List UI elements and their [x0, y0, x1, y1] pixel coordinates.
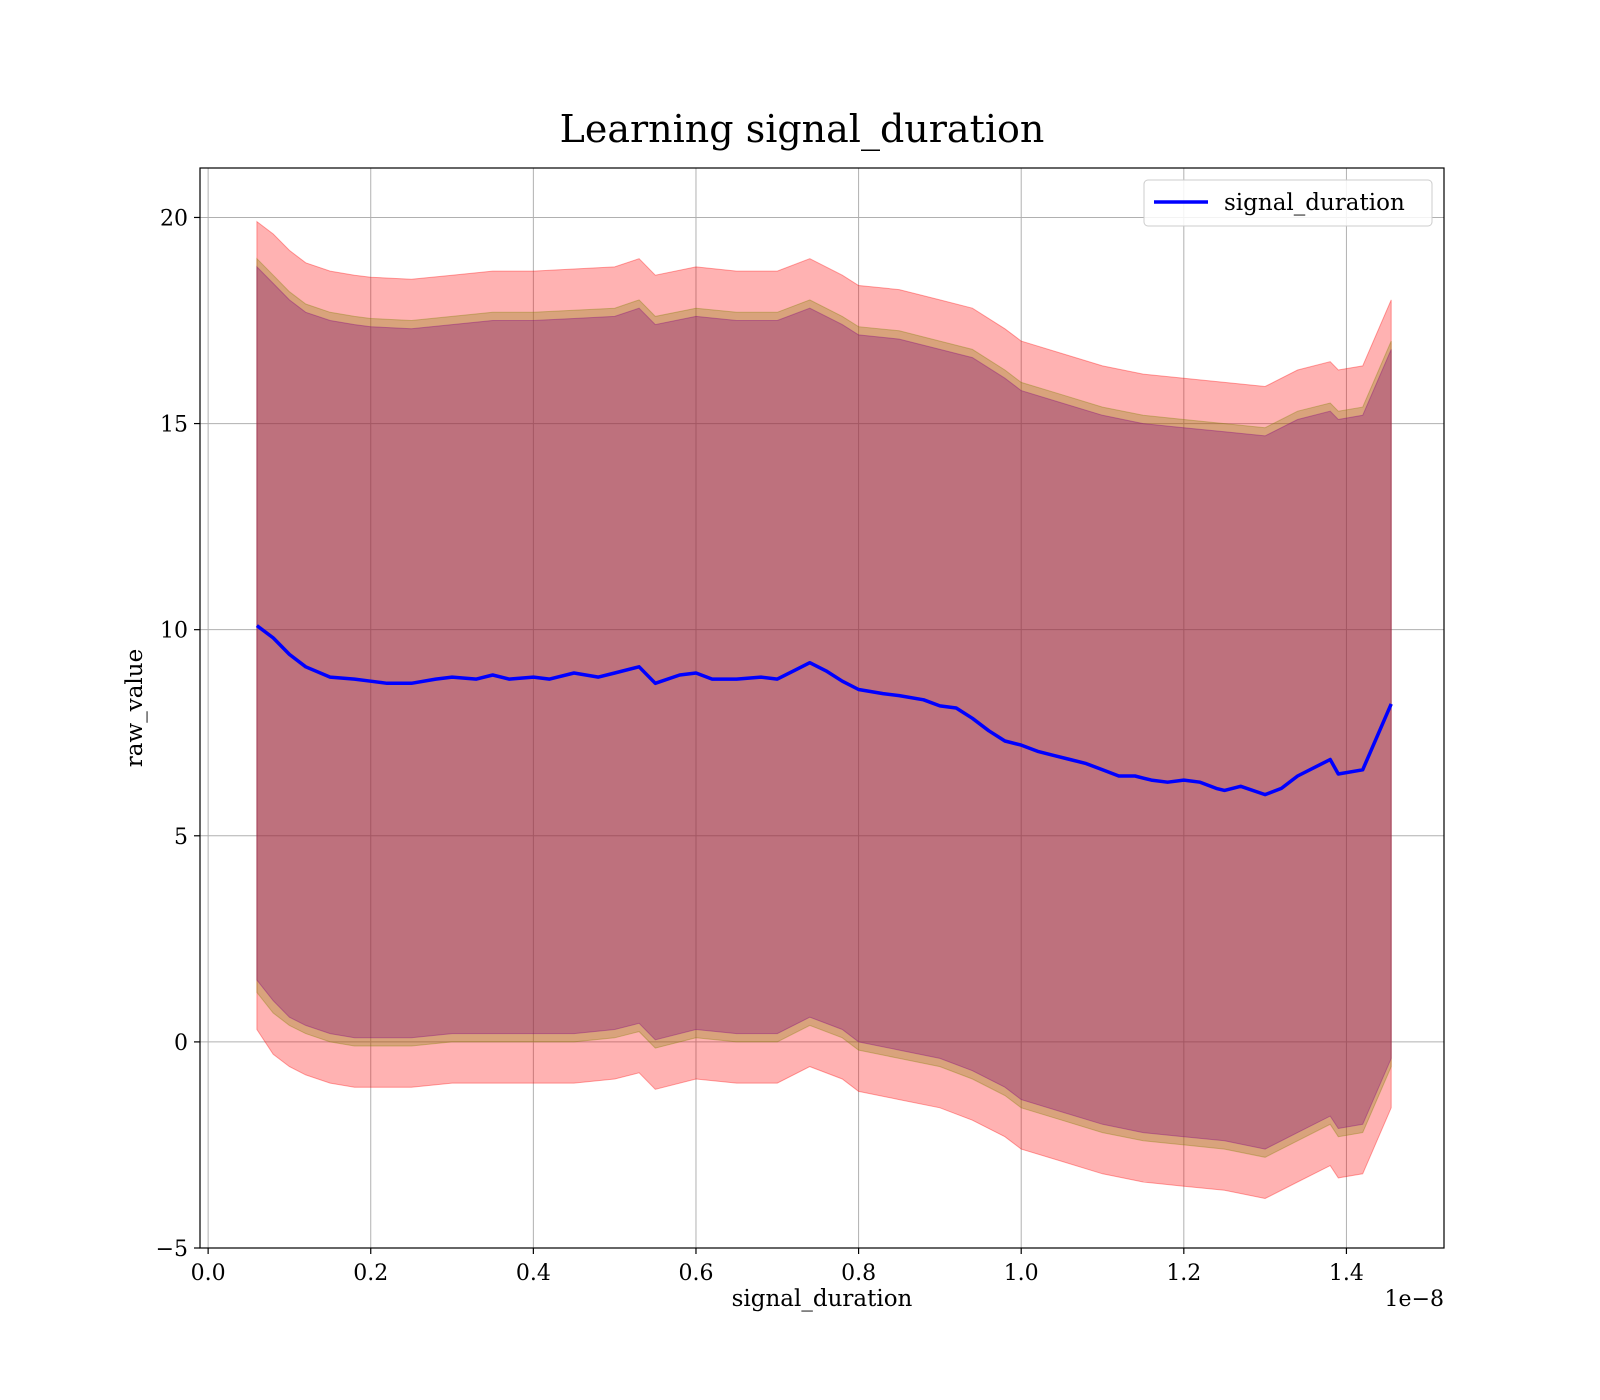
legend-label: signal_duration [1224, 190, 1405, 216]
x-tick-label: 0.8 [841, 1261, 876, 1286]
y-tick-label: −5 [156, 1237, 188, 1262]
x-axis-offset-text: 1e−8 [1385, 1287, 1444, 1312]
x-axis-ticks: 0.0 0.2 0.4 0.6 0.8 1.0 1.2 1.4 [191, 1248, 1364, 1286]
confidence-band-1 [256, 220, 1392, 1200]
y-tick-label: 0 [174, 1031, 188, 1056]
x-tick-label: 1.4 [1329, 1261, 1364, 1286]
y-tick-label: 20 [160, 206, 188, 231]
y-tick-label: 15 [160, 413, 188, 438]
confidence-bands [256, 220, 1392, 1200]
y-tick-label: 10 [160, 619, 188, 644]
x-tick-label: 1.0 [1004, 1261, 1039, 1286]
legend: signal_duration [1143, 179, 1433, 227]
y-axis-ticks: −5 0 5 10 15 20 [156, 206, 200, 1262]
y-axis-label: raw_value [122, 649, 148, 767]
series-lines [255, 624, 1393, 797]
chart-title: Learning signal_duration [560, 107, 1045, 152]
y-tick-label: 5 [174, 825, 188, 850]
plot-frame [199, 167, 1445, 1249]
legend-box [1143, 179, 1433, 227]
x-tick-label: 1.2 [1166, 1261, 1201, 1286]
confidence-band-2 [256, 257, 1392, 1158]
x-tick-label: 0.2 [353, 1261, 388, 1286]
x-axis-label: signal_duration [732, 1286, 913, 1312]
x-tick-label: 0.6 [678, 1261, 713, 1286]
series-line-1 [255, 624, 1393, 797]
x-tick-label: 0.0 [191, 1261, 226, 1286]
confidence-band-3 [256, 265, 1392, 1150]
x-tick-label: 0.4 [516, 1261, 551, 1286]
